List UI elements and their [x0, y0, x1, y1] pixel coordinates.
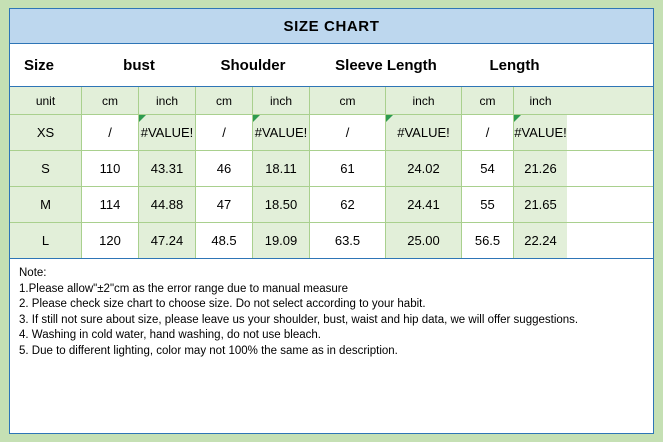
- unit-shoulder-cm: cm: [196, 87, 253, 114]
- header-length: Length: [489, 56, 540, 74]
- cell-m-length-cm: 55: [462, 187, 514, 222]
- cell-xs-bust-cm: /: [82, 115, 139, 150]
- unit-bust-inch: inch: [139, 87, 196, 114]
- unit-sleeve-cm: cm: [310, 87, 386, 114]
- cell-xs-sleeve-inch-text: #VALUE!: [397, 125, 450, 140]
- unit-shoulder-inch: inch: [253, 87, 310, 114]
- cell-m-shoulder-inch: 18.50: [253, 187, 310, 222]
- cell-xs-length-inch-text: #VALUE!: [514, 125, 567, 140]
- cell-l-bust-cm: 120: [82, 223, 139, 258]
- unit-label: unit: [10, 87, 82, 114]
- cell-m-length-inch: 21.65: [514, 187, 567, 222]
- note-line-1: 1.Please allow"±2"cm as the error range …: [19, 282, 348, 295]
- cell-s-length-inch: 21.26: [514, 151, 567, 186]
- cell-xs-length-inch: #VALUE!: [514, 115, 567, 150]
- size-chart-sheet: SIZE CHART Size bust Shoulder Sleeve Len…: [9, 8, 654, 434]
- cell-m-bust-cm: 114: [82, 187, 139, 222]
- cell-size-m: M: [10, 187, 82, 222]
- error-marker-icon: [253, 115, 260, 122]
- header-bust: bust: [123, 56, 155, 74]
- unit-length-inch: inch: [529, 93, 552, 108]
- error-marker-icon: [139, 115, 146, 122]
- table-row: XS / #VALUE! / #VALUE! / #VALUE! /: [10, 115, 653, 151]
- error-marker-icon: [386, 115, 393, 122]
- header-size: Size: [24, 56, 55, 74]
- error-marker-icon: [514, 115, 521, 122]
- cell-size-xs: XS: [10, 115, 82, 150]
- cell-xs-shoulder-cm: /: [196, 115, 253, 150]
- cell-s-shoulder-cm: 46: [196, 151, 253, 186]
- unit-sleeve-inch: inch: [386, 87, 462, 114]
- cell-l-shoulder-cm: 48.5: [196, 223, 253, 258]
- cell-l-sleeve-inch: 25.00: [386, 223, 462, 258]
- cell-xs-shoulder-inch: #VALUE!: [253, 115, 310, 150]
- table-body: XS / #VALUE! / #VALUE! / #VALUE! /: [10, 115, 653, 259]
- note-line-3: 3. If still not sure about size, please …: [19, 313, 579, 326]
- cell-l-shoulder-inch: 19.09: [253, 223, 310, 258]
- cell-xs-bust-inch-text: #VALUE!: [140, 125, 194, 140]
- table-row: S 110 43.31 46 18.11 61 24.02 54 21.26: [10, 151, 653, 187]
- cell-s-length-cm: 54: [462, 151, 514, 186]
- unit-bust-cm: cm: [82, 87, 139, 114]
- chart-title-row: SIZE CHART: [10, 9, 653, 44]
- table-row: L 120 47.24 48.5 19.09 63.5 25.00 56.5 2…: [10, 223, 653, 259]
- cell-m-bust-inch: 44.88: [139, 187, 196, 222]
- cell-m-sleeve-inch: 24.41: [386, 187, 462, 222]
- cell-l-length-inch: 22.24: [514, 223, 567, 258]
- header-sleeve-length: Sleeve Length: [335, 56, 437, 74]
- cell-xs-sleeve-inch: #VALUE!: [386, 115, 462, 150]
- header-shoulder: Shoulder: [220, 56, 286, 74]
- cell-m-shoulder-cm: 47: [196, 187, 253, 222]
- note-block: Note: 1.Please allow"±2"cm as the error …: [10, 259, 653, 433]
- note-line-2: 2. Please check size chart to choose siz…: [19, 298, 426, 310]
- cell-l-bust-inch: 47.24: [139, 223, 196, 258]
- cell-size-l: L: [10, 223, 82, 258]
- cell-xs-length-cm: /: [462, 115, 514, 150]
- cell-s-sleeve-inch: 24.02: [386, 151, 462, 186]
- note-line-4: 4. Washing in cold water, hand washing, …: [19, 329, 321, 341]
- unit-length-cm: cm: [462, 87, 514, 114]
- cell-s-shoulder-inch: 18.11: [253, 151, 310, 186]
- cell-xs-bust-inch: #VALUE!: [139, 115, 196, 150]
- table-unit-row: unit cm inch cm inch cm inch cm inch: [10, 87, 653, 115]
- note-line-5: 5. Due to different lighting, color may …: [19, 344, 398, 357]
- cell-s-bust-inch: 43.31: [139, 151, 196, 186]
- table-header-row: Size bust Shoulder Sleeve Length Length: [10, 44, 653, 87]
- cell-xs-sleeve-cm: /: [310, 115, 386, 150]
- table-row: M 114 44.88 47 18.50 62 24.41 55 21.65: [10, 187, 653, 223]
- note-heading: Note:: [19, 267, 47, 279]
- cell-s-bust-cm: 110: [82, 151, 139, 186]
- cell-size-s: S: [10, 151, 82, 186]
- cell-m-sleeve-cm: 62: [310, 187, 386, 222]
- cell-s-sleeve-cm: 61: [310, 151, 386, 186]
- page-title: SIZE CHART: [283, 17, 380, 35]
- cell-xs-shoulder-inch-text: #VALUE!: [254, 125, 308, 140]
- cell-l-length-cm: 56.5: [462, 223, 514, 258]
- cell-l-sleeve-cm: 63.5: [310, 223, 386, 258]
